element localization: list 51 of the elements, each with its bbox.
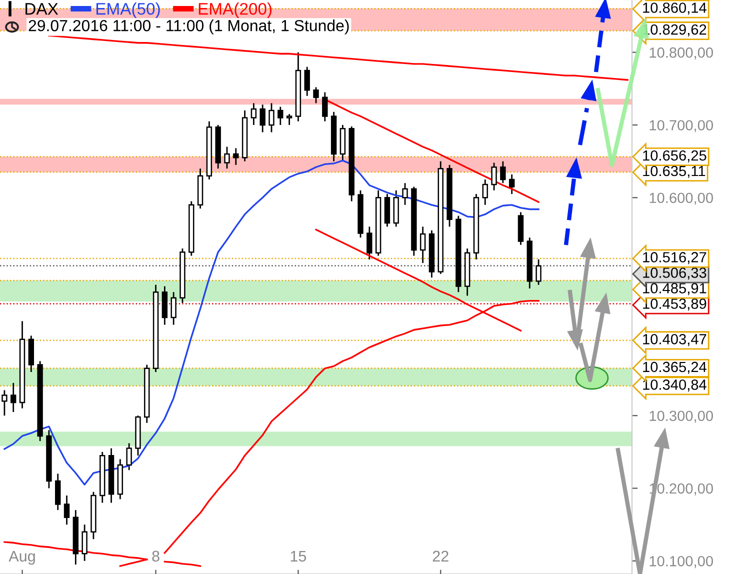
candlestick bbox=[2, 389, 8, 416]
candlestick bbox=[366, 226, 372, 260]
ref-line-label: 10.485,91 bbox=[643, 283, 706, 296]
x-tick-label: Aug bbox=[8, 550, 35, 565]
candlestick bbox=[491, 162, 497, 192]
y-tick-label: 10.600,00 bbox=[650, 192, 713, 205]
candlestick bbox=[536, 258, 542, 286]
candlestick bbox=[82, 524, 88, 562]
candlestick bbox=[170, 291, 176, 326]
candlestick bbox=[233, 148, 239, 166]
candlestick bbox=[278, 106, 284, 126]
line-series bbox=[48, 34, 628, 81]
legend-label: EMA(50) bbox=[96, 2, 160, 18]
x-tick-label: 15 bbox=[290, 550, 306, 562]
candlestick bbox=[482, 178, 488, 206]
candlestick bbox=[500, 160, 506, 184]
ref-line-label: 10.860,14 bbox=[643, 2, 706, 15]
line-series bbox=[4, 160, 540, 486]
y-tick-label: 10.700,00 bbox=[650, 120, 713, 132]
candlestick bbox=[304, 66, 310, 97]
candlestick bbox=[224, 146, 230, 170]
y-tick-label: 10.100,00 bbox=[650, 556, 713, 568]
candlestick bbox=[64, 494, 70, 526]
legend-label: DAX bbox=[26, 3, 58, 15]
candlestick bbox=[55, 473, 61, 511]
ref-line-label: 10.340,84 bbox=[643, 380, 706, 392]
y-tick-label: 10.300,00 bbox=[650, 410, 713, 423]
candlestick bbox=[10, 382, 16, 413]
x-tick-label: 8 bbox=[152, 550, 160, 562]
candlestick bbox=[260, 104, 266, 133]
candlestick bbox=[313, 86, 319, 104]
ref-line-label: 10.656,25 bbox=[643, 150, 706, 162]
ref-line-label: 10.506,33 bbox=[643, 268, 706, 280]
candlestick bbox=[268, 102, 274, 133]
ref-line-label: 10.453,89 bbox=[643, 298, 706, 311]
ref-line-label: 10.516,27 bbox=[643, 252, 706, 264]
ref-line-label: 10.829,62 bbox=[643, 24, 706, 36]
candlestick bbox=[402, 182, 408, 206]
ref-line-label: 10.403,47 bbox=[643, 334, 706, 346]
x-tick-label: 22 bbox=[432, 550, 448, 562]
text: 29.07.2016 11:00 - 11:00 (1 Monat, 1 Stunde) bbox=[28, 20, 349, 34]
y-tick-label: 10.800,00 bbox=[650, 47, 713, 60]
ref-line-label: 10.635,11 bbox=[643, 166, 706, 178]
candlestick bbox=[126, 442, 132, 471]
candlestick bbox=[250, 102, 257, 126]
candlestick bbox=[420, 226, 426, 264]
candlestick bbox=[322, 92, 328, 122]
ref-line-label: 10.365,24 bbox=[643, 362, 706, 374]
candlestick bbox=[508, 174, 515, 195]
candlestick bbox=[286, 113, 292, 126]
legend-label: EMA(200) bbox=[198, 2, 272, 18]
